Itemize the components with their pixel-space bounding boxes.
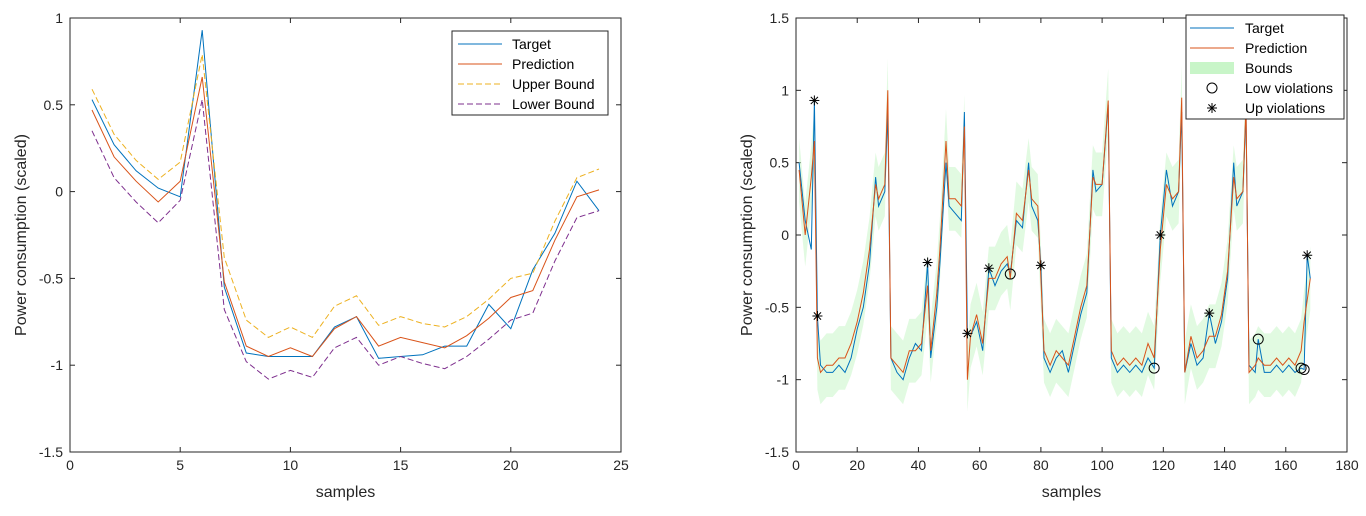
left-chart: 0 5 10 15 20 25 -1.5 -1 -0.5 0 0.5 1 samples Power co… — [13, 10, 629, 501]
series-line-lower-bound — [91, 99, 600, 380]
legend-label: Lower Bound — [512, 96, 595, 112]
x-tick-label: 10 — [283, 457, 299, 473]
up-violation-marker — [812, 311, 823, 322]
x-axis-label: samples — [316, 484, 376, 501]
low-violation-marker — [1004, 268, 1016, 280]
x-tick-label: 25 — [613, 457, 629, 473]
series-line-prediction — [91, 76, 600, 358]
y-axis-label: Power consumption (scaled) — [13, 134, 30, 336]
x-axis-label: samples — [1042, 484, 1102, 501]
y-tick-label: -1 — [777, 372, 790, 388]
series-line-upper-bound — [91, 54, 600, 339]
legend-label: Target — [512, 36, 551, 52]
star-stroke — [984, 264, 993, 273]
y-axis-label: Power consumption (scaled) — [739, 134, 756, 336]
right-chart: 0 20 40 60 80 100 120 140 160 180 -1.5 -1 -0.5 0 0.5 1 1… — [739, 10, 1359, 501]
legend-label: Target — [1245, 20, 1284, 36]
x-tick-label: 0 — [792, 457, 800, 473]
star-stroke — [813, 312, 822, 320]
star-stroke — [963, 329, 972, 338]
x-tick-label: 40 — [911, 457, 927, 473]
x-tick-label: 15 — [393, 457, 409, 473]
y-tick-label: 0.5 — [44, 97, 64, 113]
legend-label: Up violations — [1245, 100, 1325, 116]
legend-box — [451, 30, 609, 116]
x-tick-label: 180 — [1335, 457, 1359, 473]
x-tick-label: 140 — [1213, 457, 1237, 473]
y-tick-label: 0 — [781, 227, 789, 243]
x-tick-label: 20 — [503, 457, 519, 473]
x-tick-label: 5 — [176, 457, 184, 473]
star-stroke — [1208, 104, 1216, 112]
y-tick-label: 0 — [55, 184, 63, 200]
up-violation-marker — [962, 328, 973, 339]
y-tick-label: -0.5 — [39, 270, 63, 286]
star-stroke — [1303, 251, 1312, 260]
x-tick-label: 0 — [66, 457, 74, 473]
series-line-target — [91, 30, 600, 359]
y-tick-label: 1 — [781, 82, 789, 98]
x-tick-label: 120 — [1152, 457, 1176, 473]
legend-label: Upper Bound — [512, 76, 595, 92]
legend-label: Bounds — [1245, 60, 1292, 76]
y-tick-label: -0.5 — [765, 299, 789, 315]
y-tick-label: -1 — [51, 357, 64, 373]
star-stroke — [1156, 231, 1165, 239]
up-violation-marker — [1302, 250, 1313, 261]
y-tick-label: -1.5 — [765, 444, 789, 460]
legend-label: Low violations — [1245, 80, 1333, 96]
series-line-prediction — [798, 90, 1311, 380]
legend-swatch — [1190, 62, 1234, 74]
legend-label: Prediction — [1245, 40, 1307, 56]
x-tick-label: 160 — [1274, 457, 1298, 473]
up-violation-marker — [1204, 308, 1215, 319]
up-violation-marker — [1155, 230, 1166, 240]
legend-swatch — [1206, 82, 1218, 94]
x-tick-label: 60 — [972, 457, 988, 473]
legend-label: Prediction — [512, 56, 574, 72]
low-violation-marker — [1148, 362, 1160, 374]
x-tick-label: 20 — [849, 457, 865, 473]
star-stroke — [1205, 309, 1214, 318]
star-stroke — [810, 96, 819, 105]
low-violation-marker — [1252, 333, 1264, 345]
up-violation-marker — [983, 263, 994, 274]
low-violation-marker — [1298, 364, 1310, 376]
y-tick-label: 1.5 — [770, 10, 790, 26]
up-violation-marker — [809, 95, 820, 106]
x-tick-label: 80 — [1033, 457, 1049, 473]
up-violation-marker — [922, 257, 933, 268]
y-tick-label: 1 — [55, 10, 63, 26]
star-stroke — [923, 258, 932, 267]
y-tick-label: 0.5 — [770, 155, 790, 171]
legend-swatch — [1207, 103, 1217, 113]
axes-box — [69, 17, 622, 453]
x-tick-label: 100 — [1090, 457, 1114, 473]
axes-box — [795, 17, 1348, 453]
y-tick-label: -1.5 — [39, 444, 63, 460]
star-stroke — [1036, 261, 1045, 270]
up-violation-marker — [1035, 260, 1046, 271]
